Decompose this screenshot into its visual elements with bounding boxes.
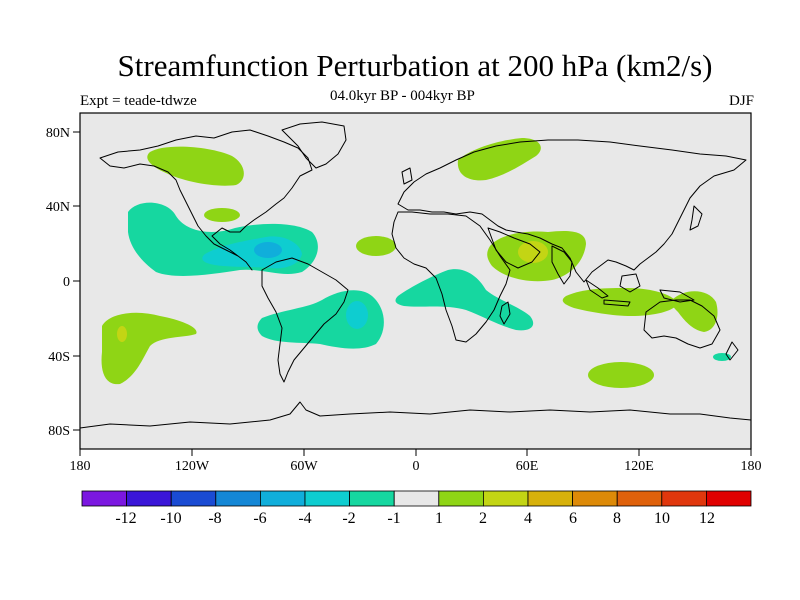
colorbar-label: 4 [524, 510, 532, 527]
coastline-south-america [261, 257, 349, 383]
colorbar-label: 10 [654, 510, 670, 527]
colorbar-label: -2 [342, 510, 355, 527]
lon-tick-label: 60W [290, 459, 318, 474]
period-label: 04.0kyr BP - 004kyr BP [330, 88, 475, 104]
lon-tick-label: 120E [624, 459, 654, 474]
lon-tick-label: 180 [741, 459, 762, 474]
colorbar-label: -1 [387, 510, 400, 527]
coastline-new-zealand [725, 341, 739, 361]
coastline-arabia [487, 227, 541, 269]
contour-neg4-caribbean [254, 242, 282, 258]
colorbar-cell [259, 490, 306, 507]
colorbar-cell [482, 490, 529, 507]
lat-tick-label: 40N [46, 200, 70, 215]
contour-pos-eurasia [457, 138, 541, 181]
lat-tick-label: 40S [48, 350, 70, 365]
coastline-india [551, 245, 573, 285]
season-label: DJF [728, 93, 754, 109]
contour-neg-africa [395, 269, 534, 331]
colorbar-cell [215, 490, 261, 507]
coastline-java [603, 299, 631, 307]
contour-pos-north-pacific [147, 146, 244, 186]
colorbar-cell [349, 490, 395, 507]
colorbar-cell [304, 490, 350, 507]
colorbar-cell [126, 490, 172, 507]
coastlines [80, 121, 751, 429]
colorbar-cell [616, 490, 663, 507]
coastline-australia [643, 299, 721, 349]
lat-tick-label: 0 [63, 275, 70, 290]
colorbar-cell [393, 490, 440, 507]
contour-fills [101, 138, 731, 388]
experiment-label: Expt = teade-tdwze [80, 93, 197, 109]
contour-pos2-south-pacific [117, 326, 127, 342]
lat-tick-label: 80S [48, 424, 70, 439]
colorbar-cell [527, 490, 573, 507]
lat-tick-label: 80N [46, 126, 70, 141]
coastline-antarctica [80, 401, 751, 429]
colorbar-label: 2 [479, 510, 487, 527]
contour-pos-gulf [204, 208, 240, 222]
lon-tick-label: 60E [516, 459, 539, 474]
coastline-north-america [99, 129, 313, 271]
colorbar-cell [438, 490, 484, 507]
colorbar-label: 1 [435, 510, 443, 527]
colorbar-cell [170, 490, 217, 507]
contour-neg2-south-atlantic [346, 301, 368, 329]
contour-pos-southern-ocean [588, 362, 654, 388]
colorbar-cell [572, 490, 618, 507]
lon-tick-labels: 180 120W 60W 0 60E 120E 180 [70, 459, 762, 474]
colorbar-label: 6 [569, 510, 577, 527]
coastline-greenland [281, 121, 347, 169]
colorbar-label: -10 [160, 510, 181, 527]
colorbar: -12 -10 -8 -6 -4 -2 -1 1 2 4 6 8 10 12 [81, 490, 752, 527]
coastline-africa [391, 211, 511, 343]
lon-tick-label: 180 [70, 459, 91, 474]
coastline-uk [401, 167, 413, 185]
colorbar-cell [661, 490, 707, 507]
colorbar-label: 12 [699, 510, 715, 527]
lon-tick-label: 0 [413, 459, 420, 474]
lon-tick-label: 120W [175, 459, 210, 474]
map-title: Streamfunction Perturbation at 200 hPa (… [117, 48, 713, 83]
contour-pos-tropical-atlantic [356, 236, 396, 256]
coastline-eurasia [397, 139, 747, 283]
colorbar-label: -6 [253, 510, 266, 527]
colorbar-labels: -12 -10 -8 -6 -4 -2 -1 1 2 4 6 8 10 12 [115, 510, 715, 527]
colorbar-label: -4 [298, 510, 311, 527]
coastline-japan [689, 205, 703, 231]
colorbar-label: 8 [613, 510, 621, 527]
coastline-sumatra [585, 279, 609, 299]
colorbar-cell [706, 490, 752, 507]
coastline-borneo [619, 273, 641, 293]
colorbar-label: -12 [115, 510, 136, 527]
colorbar-cell [81, 490, 127, 507]
lat-tick-labels: 80N 40N 0 40S 80S [46, 126, 70, 439]
coastline-new-guinea [659, 289, 695, 303]
coastline-madagascar [499, 301, 511, 325]
axis-ticks [73, 131, 752, 456]
colorbar-label: -8 [208, 510, 221, 527]
contour-pos2-arabia [518, 241, 548, 263]
contour-pos-indian-ocean [562, 288, 678, 316]
